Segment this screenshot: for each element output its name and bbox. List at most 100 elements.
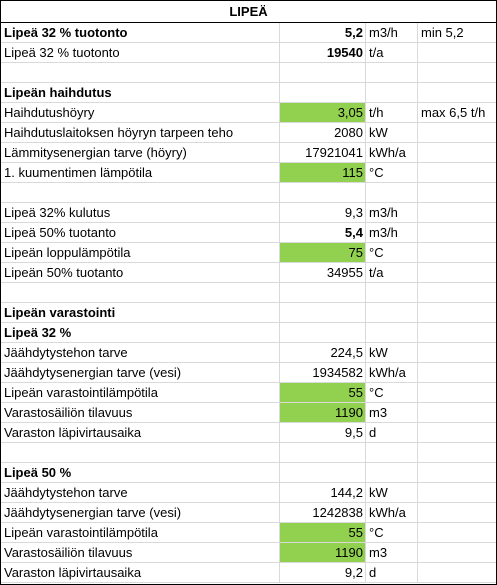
- unit-cell[interactable]: kWh/a: [366, 503, 418, 523]
- note-cell[interactable]: [418, 123, 496, 143]
- note-cell[interactable]: [418, 543, 496, 563]
- note-cell[interactable]: [418, 343, 496, 363]
- label-cell[interactable]: Lipeä 32 %: [1, 323, 280, 343]
- value-cell[interactable]: [280, 83, 366, 103]
- unit-cell[interactable]: °C: [366, 523, 418, 543]
- note-cell[interactable]: [418, 403, 496, 423]
- unit-cell[interactable]: [366, 183, 418, 203]
- label-cell[interactable]: Lipeän haihdutus: [1, 83, 280, 103]
- value-cell[interactable]: 1934582: [280, 363, 366, 383]
- note-cell[interactable]: [418, 83, 496, 103]
- note-cell[interactable]: min 5,2: [418, 23, 496, 43]
- unit-cell[interactable]: m3: [366, 403, 418, 423]
- unit-cell[interactable]: m3: [366, 543, 418, 563]
- note-cell[interactable]: [418, 243, 496, 263]
- note-cell[interactable]: [418, 163, 496, 183]
- unit-cell[interactable]: kWh/a: [366, 363, 418, 383]
- value-cell[interactable]: [280, 323, 366, 343]
- label-cell[interactable]: Lämmitysenergian tarve (höyry): [1, 143, 280, 163]
- unit-cell[interactable]: kW: [366, 343, 418, 363]
- unit-cell[interactable]: m3/h: [366, 223, 418, 243]
- value-cell[interactable]: 19540: [280, 43, 366, 63]
- label-cell[interactable]: Varastosäiliön tilavuus: [1, 543, 280, 563]
- note-cell[interactable]: [418, 363, 496, 383]
- value-cell[interactable]: 75: [280, 243, 366, 263]
- label-cell[interactable]: Varaston läpivirtausaika: [1, 423, 280, 443]
- label-cell[interactable]: Lipeän loppulämpötila: [1, 243, 280, 263]
- label-cell[interactable]: Haihdutushöyry: [1, 103, 280, 123]
- unit-cell[interactable]: °C: [366, 243, 418, 263]
- note-cell[interactable]: [418, 523, 496, 543]
- unit-cell[interactable]: d: [366, 563, 418, 583]
- unit-cell[interactable]: m3/h: [366, 23, 418, 43]
- note-cell[interactable]: [418, 423, 496, 443]
- value-cell[interactable]: 224,5: [280, 343, 366, 363]
- note-cell[interactable]: max 6,5 t/h: [418, 103, 496, 123]
- value-cell[interactable]: 115: [280, 163, 366, 183]
- note-cell[interactable]: [418, 63, 496, 83]
- label-cell[interactable]: Lipeä 32 % tuotonto: [1, 23, 280, 43]
- label-cell[interactable]: Lipeän 50% tuotanto: [1, 263, 280, 283]
- label-cell[interactable]: Jäähdytystehon tarve: [1, 343, 280, 363]
- label-cell[interactable]: Varastosäiliön tilavuus: [1, 403, 280, 423]
- value-cell[interactable]: [280, 443, 366, 463]
- label-cell[interactable]: [1, 63, 280, 83]
- note-cell[interactable]: [418, 143, 496, 163]
- unit-cell[interactable]: [366, 303, 418, 323]
- unit-cell[interactable]: [366, 83, 418, 103]
- note-cell[interactable]: [418, 263, 496, 283]
- note-cell[interactable]: [418, 503, 496, 523]
- unit-cell[interactable]: [366, 63, 418, 83]
- unit-cell[interactable]: d: [366, 423, 418, 443]
- label-cell[interactable]: [1, 443, 280, 463]
- label-cell[interactable]: Varaston läpivirtausaika: [1, 563, 280, 583]
- value-cell[interactable]: 9,3: [280, 203, 366, 223]
- unit-cell[interactable]: [366, 283, 418, 303]
- label-cell[interactable]: [1, 183, 280, 203]
- value-cell[interactable]: 3,05: [280, 103, 366, 123]
- label-cell[interactable]: Jäähdytysenergian tarve (vesi): [1, 363, 280, 383]
- value-cell[interactable]: 34955: [280, 263, 366, 283]
- value-cell[interactable]: [280, 183, 366, 203]
- unit-cell[interactable]: kWh/a: [366, 143, 418, 163]
- value-cell[interactable]: [280, 303, 366, 323]
- value-cell[interactable]: 2080: [280, 123, 366, 143]
- unit-cell[interactable]: t/h: [366, 103, 418, 123]
- value-cell[interactable]: 9,5: [280, 423, 366, 443]
- note-cell[interactable]: [418, 183, 496, 203]
- note-cell[interactable]: [418, 283, 496, 303]
- value-cell[interactable]: 55: [280, 383, 366, 403]
- value-cell[interactable]: [280, 63, 366, 83]
- label-cell[interactable]: Lipeä 32 % tuotonto: [1, 43, 280, 63]
- note-cell[interactable]: [418, 443, 496, 463]
- unit-cell[interactable]: °C: [366, 383, 418, 403]
- note-cell[interactable]: [418, 223, 496, 243]
- value-cell[interactable]: [280, 463, 366, 483]
- unit-cell[interactable]: t/a: [366, 263, 418, 283]
- unit-cell[interactable]: kW: [366, 123, 418, 143]
- value-cell[interactable]: 144,2: [280, 483, 366, 503]
- value-cell[interactable]: 9,2: [280, 563, 366, 583]
- note-cell[interactable]: [418, 383, 496, 403]
- label-cell[interactable]: Jäähdytystehon tarve: [1, 483, 280, 503]
- value-cell[interactable]: 1190: [280, 403, 366, 423]
- sheet-title[interactable]: LIPEÄ: [1, 1, 496, 23]
- label-cell[interactable]: Haihdutuslaitoksen höyryn tarpeen teho: [1, 123, 280, 143]
- label-cell[interactable]: [1, 283, 280, 303]
- label-cell[interactable]: Lipeän varastointilämpötila: [1, 523, 280, 543]
- value-cell[interactable]: 55: [280, 523, 366, 543]
- unit-cell[interactable]: kW: [366, 483, 418, 503]
- unit-cell[interactable]: [366, 463, 418, 483]
- note-cell[interactable]: [418, 563, 496, 583]
- unit-cell[interactable]: [366, 323, 418, 343]
- note-cell[interactable]: [418, 483, 496, 503]
- value-cell[interactable]: 1242838: [280, 503, 366, 523]
- value-cell[interactable]: 17921041: [280, 143, 366, 163]
- unit-cell[interactable]: [366, 443, 418, 463]
- value-cell[interactable]: [280, 283, 366, 303]
- label-cell[interactable]: Lipeä 50 %: [1, 463, 280, 483]
- value-cell[interactable]: 5,4: [280, 223, 366, 243]
- unit-cell[interactable]: m3/h: [366, 203, 418, 223]
- value-cell[interactable]: 1190: [280, 543, 366, 563]
- label-cell[interactable]: Lipeä 50% tuotanto: [1, 223, 280, 243]
